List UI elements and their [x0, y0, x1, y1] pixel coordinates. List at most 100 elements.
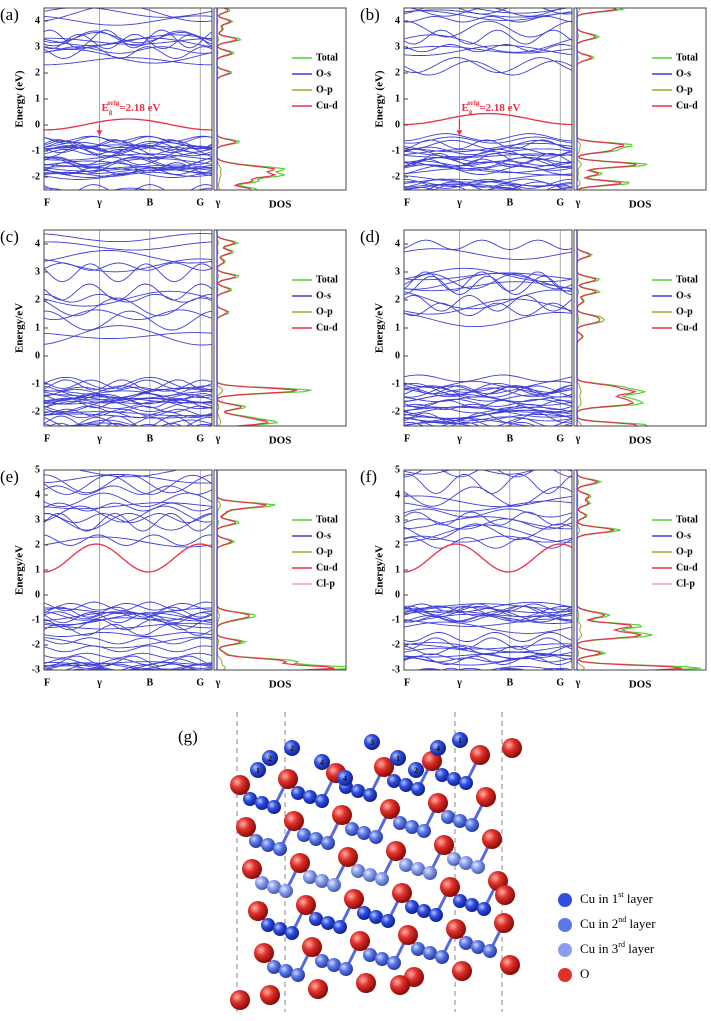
atom	[483, 944, 497, 958]
atom	[453, 894, 467, 908]
k-label: F	[44, 677, 50, 688]
legend-sup: st	[618, 890, 624, 899]
atom	[381, 914, 395, 928]
band	[404, 647, 573, 660]
band	[404, 399, 573, 408]
band	[44, 474, 213, 494]
atom	[273, 922, 287, 936]
band	[49, 422, 183, 426]
k-label: γ	[96, 433, 102, 444]
y-tick-label: 4	[35, 15, 40, 26]
band	[44, 543, 213, 573]
band	[487, 666, 557, 670]
dos-frame	[213, 7, 347, 191]
atom	[302, 937, 322, 957]
atom	[423, 866, 437, 880]
atom-label: 2	[268, 754, 272, 763]
atom	[249, 834, 263, 848]
atom	[465, 898, 479, 912]
band	[44, 158, 213, 167]
atom	[428, 793, 448, 813]
y-tick-label: 1	[35, 322, 40, 333]
atom	[476, 787, 496, 807]
band	[404, 157, 573, 168]
band-frame	[403, 469, 573, 671]
k-label: B	[147, 677, 154, 688]
panel-label: (d)	[360, 227, 380, 246]
atom	[303, 870, 317, 884]
band	[404, 272, 573, 281]
y-tick-label: 2	[35, 294, 40, 305]
atom	[279, 884, 293, 898]
y-tick-label: 3	[395, 266, 400, 277]
band	[44, 135, 213, 142]
gap-sub: g	[109, 108, 113, 116]
band	[44, 502, 213, 510]
y-tick-label: 2	[395, 67, 400, 78]
band	[44, 49, 213, 64]
band	[404, 537, 573, 549]
atom-label: 1	[396, 754, 400, 763]
atom	[417, 904, 431, 918]
band	[404, 654, 573, 666]
atom	[465, 818, 479, 832]
dos-label: DOS	[269, 199, 292, 211]
legend-label: O-s	[316, 290, 331, 301]
band	[404, 605, 573, 616]
band	[404, 60, 573, 76]
panel-label: (a)	[0, 5, 19, 24]
band	[404, 508, 573, 518]
band	[44, 622, 213, 630]
y-axis-label: Energy/eV	[14, 545, 26, 595]
band	[404, 511, 573, 526]
k-label: γ	[96, 677, 102, 688]
k-label: γ	[215, 197, 221, 208]
band	[44, 136, 213, 144]
atom	[315, 874, 329, 888]
band	[404, 312, 573, 328]
band	[44, 157, 213, 169]
y-tick-label: 0	[395, 119, 400, 130]
dos-curve	[576, 230, 638, 426]
atom	[250, 762, 266, 778]
atom	[273, 842, 287, 856]
band	[44, 30, 213, 47]
k-label: G	[556, 433, 564, 444]
band	[44, 655, 213, 667]
y-tick-label: -2	[392, 171, 400, 182]
band	[404, 136, 573, 144]
band	[44, 167, 213, 175]
atom	[327, 958, 341, 972]
legend-label: O-s	[676, 530, 691, 541]
k-label: B	[507, 433, 514, 444]
atom	[242, 859, 262, 879]
atom	[291, 968, 305, 982]
legend-label: O-p	[676, 84, 693, 95]
band	[404, 406, 573, 414]
band	[404, 495, 573, 508]
k-label: F	[404, 677, 410, 688]
y-tick-label: -1	[392, 614, 400, 625]
atom	[337, 770, 353, 786]
atom	[327, 878, 341, 892]
k-label: G	[556, 197, 564, 208]
y-tick-label: 0	[395, 589, 400, 600]
band	[44, 603, 212, 611]
atom	[470, 745, 490, 765]
plot-area	[44, 8, 286, 190]
band	[404, 164, 573, 173]
legend-text: Cu in 1	[580, 891, 618, 906]
legend-label: Total	[676, 514, 698, 525]
atom	[405, 900, 419, 914]
legend-label: Cu in 3rd layer	[580, 940, 655, 956]
y-tick-label: -1	[392, 145, 400, 156]
k-label: γ	[96, 197, 102, 208]
dos-frame	[573, 469, 707, 671]
band	[404, 386, 573, 393]
y-tick-label: -2	[32, 639, 40, 650]
band	[404, 610, 573, 623]
band	[404, 167, 573, 176]
y-tick-label: 4	[35, 238, 40, 249]
